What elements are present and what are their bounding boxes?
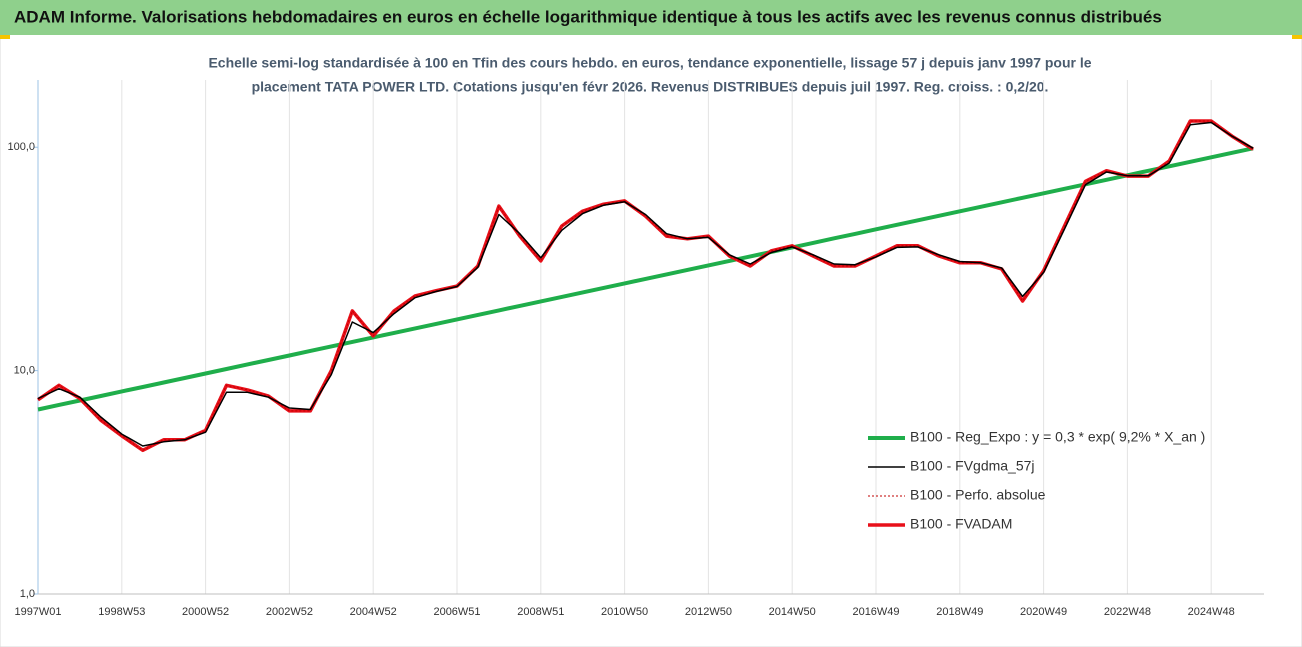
legend-label: B100 - Reg_Expo : y = 0,3 * exp( 9,2% * … (910, 429, 1205, 445)
x-tick-label: 2006W51 (433, 606, 480, 618)
y-tick-label: 10,0 (14, 365, 35, 377)
corner (1292, 35, 1302, 39)
x-tick-label: 2020W49 (1020, 606, 1067, 618)
legend-label: B100 - FVgdma_57j (910, 458, 1035, 474)
x-tick-label: 2018W49 (936, 606, 983, 618)
y-tick-label: 100,0 (7, 141, 35, 153)
legend-label: B100 - Perfo. absolue (910, 487, 1046, 503)
x-tick-label: 2024W48 (1188, 606, 1235, 618)
chart-title: ADAM Informe. Valorisations hebdomadaire… (14, 7, 1162, 26)
x-tick-label: 2000W52 (182, 606, 229, 618)
corner (0, 35, 10, 39)
x-tick-label: 2012W50 (685, 606, 732, 618)
x-tick-label: 2004W52 (350, 606, 397, 618)
x-tick-label: 2014W50 (769, 606, 816, 618)
series-line (37, 121, 1254, 447)
subtitle: placement TATA POWER LTD. Cotations jusq… (252, 79, 1049, 95)
x-tick-label: 2022W48 (1104, 606, 1151, 618)
subtitle: Echelle semi-log standardisée à 100 en T… (208, 55, 1091, 71)
y-tick-label: 1,0 (20, 588, 35, 600)
x-tick-label: 2008W51 (517, 606, 564, 618)
title-bar (0, 0, 1302, 35)
series-line (37, 120, 1254, 451)
x-tick-label: 2010W50 (601, 606, 648, 618)
legend-label: B100 - FVADAM (910, 516, 1012, 532)
x-tick-label: 2002W52 (266, 606, 313, 618)
series-line (37, 146, 1254, 412)
x-tick-label: 2016W49 (852, 606, 899, 618)
x-tick-label: 1997W01 (14, 606, 61, 618)
x-tick-label: 1998W53 (98, 606, 145, 618)
